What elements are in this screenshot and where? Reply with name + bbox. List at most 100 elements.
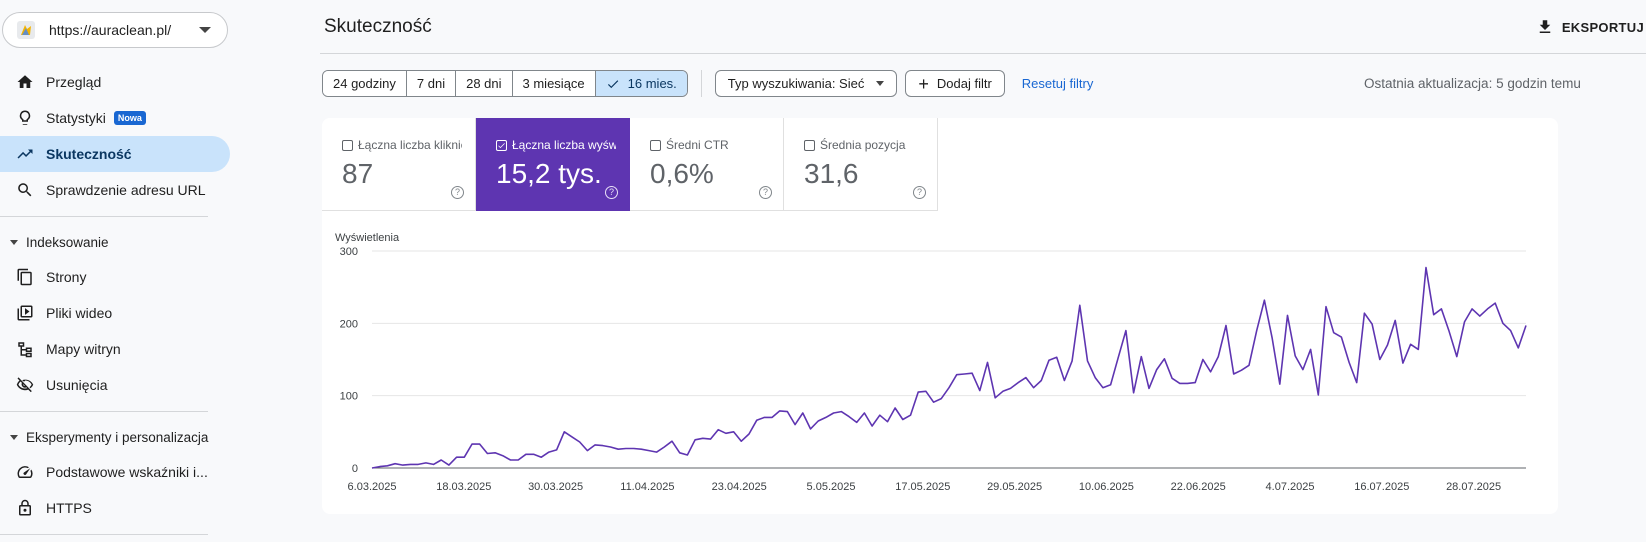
pages-icon: [16, 268, 34, 286]
divider: [0, 534, 208, 535]
search-type-filter[interactable]: Typ wyszukiwania: Sieć: [714, 70, 898, 97]
sitemap-icon: [16, 340, 34, 358]
metric-label-text: Łączna liczba wyświetleń: [512, 138, 616, 152]
metric-value: 31,6: [804, 158, 859, 189]
sidebar-item-label: Usunięcia: [46, 377, 108, 393]
metric-value: 87: [342, 158, 374, 189]
metric-value: 0,6%: [650, 158, 714, 189]
range-7d-button[interactable]: 7 dni: [406, 71, 457, 96]
metric-impressions[interactable]: Łączna liczba wyświetleń 15,2 tys. ?: [476, 118, 630, 211]
x-tick-label: 23.04.2025: [712, 481, 767, 493]
help-icon[interactable]: ?: [605, 186, 618, 199]
performance-card: Łączna liczba kliknięć 87 ? Łączna liczb…: [322, 118, 1558, 514]
checkbox-icon: [650, 139, 661, 151]
x-tick-labels: 6.03.2025 18.03.2025 30.03.2025 11.04.2025 2…: [348, 481, 1502, 493]
metric-ctr[interactable]: Średni CTR 0,6% ?: [630, 118, 784, 211]
divider: [0, 411, 208, 412]
range-label: 16 mies.: [627, 76, 677, 91]
x-tick-label: 30.03.2025: [528, 481, 583, 493]
check-icon: [607, 79, 618, 88]
collapse-icon: [10, 434, 18, 440]
divider: [0, 216, 208, 217]
sidebar-item-label: Przegląd: [46, 74, 102, 90]
impressions-chart[interactable]: Wyświetlenia 0 100 200 300 6.03.2025 18.03.2…: [322, 218, 1558, 514]
add-filter-label: Dodaj filtr: [936, 76, 992, 91]
metric-label-text: Łączna liczba kliknięć: [358, 138, 462, 152]
metric-clicks[interactable]: Łączna liczba kliknięć 87 ?: [322, 118, 476, 211]
x-tick-label: 10.06.2025: [1079, 481, 1134, 493]
last-update-text: Ostatnia aktualizacja: 5 godzin temu: [1364, 76, 1581, 91]
x-tick-label: 6.03.2025: [348, 481, 397, 493]
x-tick-label: 18.03.2025: [436, 481, 491, 493]
metric-label: Łączna liczba wyświetleń: [496, 138, 616, 152]
x-tick-label: 29.05.2025: [987, 481, 1042, 493]
search-icon: [16, 181, 34, 199]
sidebar-item-overview[interactable]: Przegląd: [0, 64, 230, 100]
date-range-selector: 24 godziny 7 dni 28 dni 3 miesiące 16 mi…: [322, 70, 688, 97]
add-filter-button[interactable]: + Dodaj filtr: [905, 70, 1005, 97]
metric-label-text: Średni CTR: [666, 138, 729, 152]
collapse-icon: [10, 239, 18, 245]
new-badge: Nowa: [113, 111, 146, 125]
sidebar-item-insights[interactable]: Statystyki Nowa: [0, 100, 230, 136]
metric-label-text: Średnia pozycja: [820, 138, 906, 152]
home-icon: [16, 73, 34, 91]
sidebar-item-label: Statystyki: [46, 110, 106, 126]
property-url: https://auraclean.pl/: [49, 22, 172, 38]
metric-label: Średnia pozycja: [804, 138, 924, 152]
metric-value: 15,2 tys.: [496, 158, 602, 189]
property-selector[interactable]: https://auraclean.pl/: [2, 12, 228, 48]
main-nav: Przegląd Statystyki Nowa Skuteczność Sp: [0, 64, 230, 542]
sidebar-item-pages[interactable]: Strony: [0, 259, 230, 295]
video-icon: [16, 304, 34, 322]
export-button[interactable]: EKSPORTUJ: [1536, 18, 1644, 36]
impressions-series-line: [371, 266, 1527, 469]
sidebar: https://auraclean.pl/ Przegląd Statystyk…: [0, 0, 230, 542]
range-24h-button[interactable]: 24 godziny: [323, 71, 407, 96]
help-icon[interactable]: ?: [913, 186, 926, 199]
reset-filters-link[interactable]: Resetuj filtry: [1021, 76, 1094, 91]
sidebar-item-label: Podstawowe wskaźniki i...: [46, 464, 208, 480]
metric-label: Średni CTR: [650, 138, 770, 152]
sidebar-item-removals[interactable]: Usunięcia: [0, 367, 230, 403]
section-experience[interactable]: Eksperymenty i personalizacja: [0, 420, 230, 454]
range-28d-button[interactable]: 28 dni: [456, 71, 513, 96]
range-16m-button[interactable]: 16 mies.: [595, 71, 687, 96]
y-tick-label: 200: [340, 318, 358, 330]
metric-position[interactable]: Średnia pozycja 31,6 ?: [784, 118, 938, 211]
checkbox-icon: [804, 139, 815, 151]
checkbox-checked-icon: [496, 139, 507, 151]
sidebar-item-sitemaps[interactable]: Mapy witryn: [0, 331, 230, 367]
chevron-down-icon: [876, 81, 885, 86]
visibility-off-icon: [16, 376, 34, 394]
sidebar-item-url-inspection[interactable]: Sprawdzenie adresu URL: [0, 172, 230, 208]
y-tick-label: 0: [352, 463, 358, 475]
metric-label: Łączna liczba kliknięć: [342, 138, 462, 152]
sidebar-item-https[interactable]: HTTPS: [0, 490, 230, 526]
help-icon[interactable]: ?: [451, 186, 464, 199]
sidebar-item-core-web-vitals[interactable]: Podstawowe wskaźniki i...: [0, 454, 230, 490]
sidebar-item-label: Sprawdzenie adresu URL: [46, 182, 206, 198]
sidebar-item-videos[interactable]: Pliki wideo: [0, 295, 230, 331]
help-icon[interactable]: ?: [759, 186, 772, 199]
plus-icon: +: [918, 73, 929, 94]
sidebar-item-label: Strony: [46, 269, 87, 285]
lock-icon: [16, 499, 34, 517]
chevron-down-icon: [199, 27, 211, 33]
range-3m-button[interactable]: 3 miesiące: [512, 71, 596, 96]
y-tick-label: 100: [340, 391, 358, 403]
section-indexing[interactable]: Indeksowanie: [0, 225, 230, 259]
data-points: [371, 267, 1527, 469]
metric-tabs: Łączna liczba kliknięć 87 ? Łączna liczb…: [322, 118, 938, 211]
x-tick-label: 11.04.2025: [620, 481, 674, 493]
search-type-label: Typ wyszukiwania: Sieć: [727, 76, 865, 91]
y-tick-labels: 0 100 200 300: [340, 246, 358, 475]
chart-svg: Wyświetlenia 0 100 200 300 6.03.2025 18.03.2…: [335, 232, 1527, 493]
page-title: Skuteczność: [324, 16, 432, 37]
checkbox-icon: [342, 139, 353, 151]
x-tick-label: 4.07.2025: [1266, 481, 1315, 493]
sidebar-item-label: HTTPS: [46, 500, 92, 516]
sidebar-item-performance[interactable]: Skuteczność: [0, 136, 230, 172]
x-tick-label: 16.07.2025: [1354, 481, 1409, 493]
